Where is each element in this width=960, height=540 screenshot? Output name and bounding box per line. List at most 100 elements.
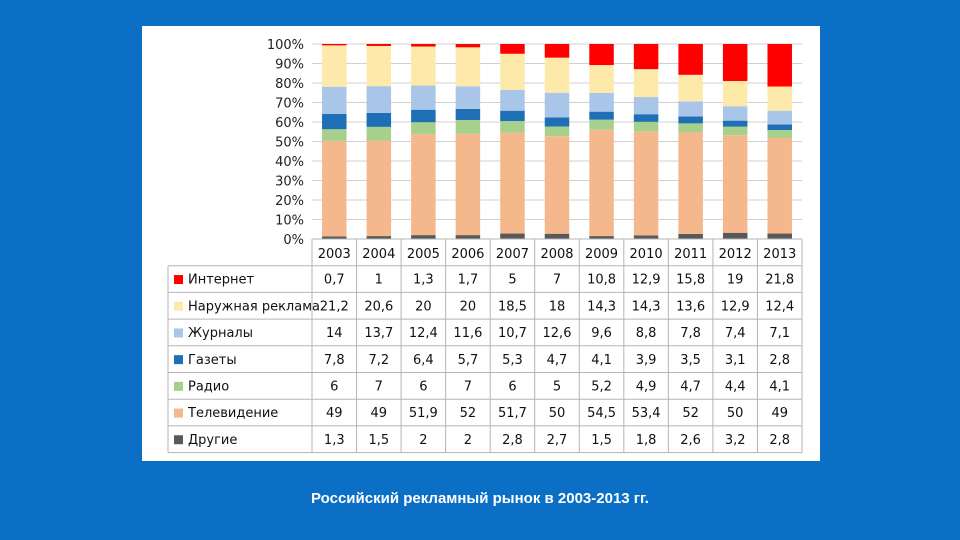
data-table-cell: 5 bbox=[553, 380, 561, 395]
data-table-cell: 2,7 bbox=[547, 433, 568, 448]
bar-segment bbox=[544, 57, 570, 93]
bar-segment bbox=[411, 133, 436, 236]
bar-segment bbox=[322, 140, 347, 237]
bar-segment bbox=[455, 86, 481, 109]
legend-swatch bbox=[174, 328, 183, 338]
data-table-cell: 51,7 bbox=[498, 406, 527, 421]
data-table-cell: 51,9 bbox=[409, 406, 438, 421]
legend-swatch bbox=[174, 381, 183, 391]
data-table-cell: 11,6 bbox=[453, 326, 482, 341]
data-table-cell: 20 bbox=[415, 299, 432, 314]
data-table-cell: 18,5 bbox=[498, 299, 527, 314]
x-category-label: 2012 bbox=[719, 247, 752, 262]
data-table-cell: 50 bbox=[549, 406, 566, 421]
data-table-cell: 4,1 bbox=[591, 353, 612, 368]
data-table-cell: 2,6 bbox=[680, 433, 701, 448]
y-tick-label: 0% bbox=[283, 233, 304, 248]
y-tick-label: 80% bbox=[275, 77, 304, 92]
x-category-label: 2010 bbox=[630, 247, 663, 262]
data-table-cell: 12,4 bbox=[765, 299, 794, 314]
y-tick-label: 30% bbox=[275, 175, 304, 190]
bar-segment bbox=[767, 137, 792, 234]
legend-entry: Другие bbox=[188, 433, 237, 448]
data-table-cell: 7 bbox=[553, 273, 561, 288]
x-category-label: 2009 bbox=[585, 247, 618, 262]
bar-segment bbox=[455, 47, 481, 87]
bar-segment bbox=[411, 122, 436, 134]
data-table-cell: 12,9 bbox=[721, 299, 750, 314]
bar-segment bbox=[500, 233, 525, 239]
data-table-cell: 8,8 bbox=[636, 326, 657, 341]
legend-swatch bbox=[174, 301, 183, 311]
bar-segment bbox=[455, 44, 481, 48]
bar-segment bbox=[633, 97, 659, 115]
bar-segment bbox=[589, 129, 614, 237]
data-table-cell: 2,8 bbox=[502, 433, 523, 448]
x-category-label: 2003 bbox=[318, 247, 351, 262]
data-table-cell: 49 bbox=[371, 406, 388, 421]
legend-swatch bbox=[174, 435, 183, 445]
bar-segment bbox=[455, 235, 481, 239]
bar-segment bbox=[767, 129, 792, 138]
bar-segment bbox=[722, 135, 748, 233]
x-category-label: 2007 bbox=[496, 247, 529, 262]
bar-segment bbox=[366, 45, 392, 87]
data-table-cell: 14,3 bbox=[632, 299, 661, 314]
data-table-cell: 1,5 bbox=[368, 433, 389, 448]
data-table-cell: 19 bbox=[727, 273, 744, 288]
y-tick-label: 100% bbox=[267, 38, 304, 53]
bar-segment bbox=[411, 235, 436, 239]
data-table-cell: 10,8 bbox=[587, 273, 616, 288]
bar-segment bbox=[589, 65, 614, 93]
data-table-cell: 13,7 bbox=[364, 326, 393, 341]
bar-segment bbox=[767, 233, 792, 239]
data-table-cell: 5,3 bbox=[502, 353, 523, 368]
data-table-cell: 1,7 bbox=[458, 273, 479, 288]
bar-segment bbox=[500, 132, 525, 234]
bar-segment bbox=[767, 124, 792, 130]
data-table-cell: 53,4 bbox=[632, 406, 661, 421]
y-tick-label: 20% bbox=[275, 194, 304, 209]
data-table-cell: 6 bbox=[419, 380, 427, 395]
data-table-cell: 6 bbox=[330, 380, 338, 395]
legend-swatch bbox=[174, 408, 183, 418]
data-table-cell: 49 bbox=[326, 406, 343, 421]
chart-panel: 0% 10% 20% 30% 40% 50% 60% 70% 80% 90% 100% 2003 200… bbox=[142, 26, 820, 461]
data-table-cell: 12,9 bbox=[632, 273, 661, 288]
data-table-cell: 3,1 bbox=[725, 353, 746, 368]
x-category-label: 2013 bbox=[763, 247, 796, 262]
bar-segment bbox=[678, 44, 703, 75]
data-table-cell: 7,8 bbox=[324, 353, 345, 368]
data-table-cell: 2,8 bbox=[769, 353, 790, 368]
bar-segment bbox=[722, 81, 748, 107]
data-table-cell: 4,9 bbox=[636, 380, 657, 395]
bar-segment bbox=[366, 112, 392, 127]
y-tick-label: 40% bbox=[275, 155, 304, 170]
bar-segment bbox=[722, 44, 748, 82]
bar-segment bbox=[366, 44, 392, 46]
data-table-cell: 52 bbox=[682, 406, 699, 421]
data-table-cell: 2,8 bbox=[769, 433, 790, 448]
data-table-cell: 52 bbox=[460, 406, 477, 421]
bar-segment bbox=[500, 44, 525, 54]
data-table-cell: 21,2 bbox=[320, 299, 349, 314]
legend-entry: Наружная реклама bbox=[188, 299, 320, 314]
y-tick-label: 60% bbox=[275, 116, 304, 131]
bar-segment bbox=[455, 120, 481, 134]
bar-segment bbox=[500, 53, 525, 90]
legend-entry: Радио bbox=[188, 380, 229, 395]
y-tick-label: 90% bbox=[275, 58, 304, 73]
data-table-cell: 4,1 bbox=[769, 380, 790, 395]
bar-segment bbox=[767, 110, 792, 125]
bar-segment bbox=[322, 236, 347, 239]
bar-segment bbox=[500, 89, 525, 111]
bar-segment bbox=[633, 121, 659, 132]
data-table-cell: 7,1 bbox=[769, 326, 790, 341]
x-category-label: 2008 bbox=[540, 247, 573, 262]
data-table-cell: 2 bbox=[419, 433, 427, 448]
data-table-cell: 7 bbox=[464, 380, 472, 395]
data-table-cell: 3,2 bbox=[725, 433, 746, 448]
bar-segment bbox=[589, 111, 614, 120]
legend-swatch bbox=[174, 275, 183, 285]
data-table-cell: 13,6 bbox=[676, 299, 705, 314]
